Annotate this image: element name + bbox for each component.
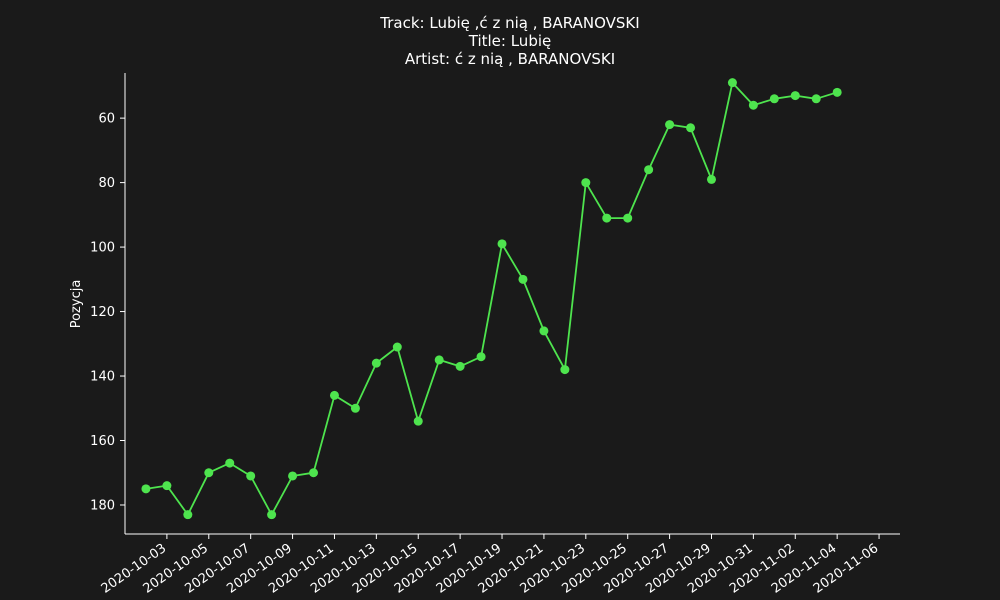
- data-point: [623, 213, 633, 223]
- data-point: [602, 213, 612, 223]
- y-tick-label: 180: [90, 498, 115, 513]
- data-point: [560, 365, 570, 375]
- title-line-title: Title: Lubię: [468, 32, 552, 50]
- data-point: [769, 94, 779, 104]
- y-tick-label: 160: [90, 434, 115, 449]
- data-point: [288, 471, 298, 481]
- data-point: [350, 403, 360, 413]
- data-point: [811, 94, 821, 104]
- data-point: [497, 239, 507, 249]
- series-line: [145, 81, 838, 516]
- data-point: [246, 471, 256, 481]
- data-point: [748, 100, 758, 110]
- data-point: [686, 123, 696, 133]
- y-tick-label: 100: [90, 241, 115, 256]
- data-point: [455, 361, 465, 371]
- data-point: [581, 178, 591, 188]
- data-point: [727, 78, 737, 88]
- data-point: [329, 390, 339, 400]
- y-tick-label: 140: [90, 370, 115, 385]
- data-point: [392, 342, 402, 352]
- data-point: [518, 274, 528, 284]
- title-line-artist: Artist: ć z nią , BARANOVSKI: [405, 50, 615, 68]
- data-point: [413, 416, 423, 426]
- data-point: [309, 468, 319, 478]
- data-point: [371, 358, 381, 368]
- data-point: [476, 352, 486, 362]
- data-point: [644, 165, 654, 175]
- series-group: [141, 78, 842, 520]
- x-ticks: 2020-10-032020-10-052020-10-072020-10-09…: [99, 534, 881, 597]
- data-point: [267, 510, 277, 520]
- data-point: [790, 91, 800, 101]
- axes: [124, 73, 900, 535]
- y-tick-label: 60: [98, 112, 115, 127]
- data-point: [539, 326, 549, 336]
- title-line-track: Track: Lubię ,ć z nią , BARANOVSKI: [379, 14, 639, 32]
- data-point: [204, 468, 214, 478]
- chart-title: Track: Lubię ,ć z nią , BARANOVSKI Title…: [379, 14, 639, 68]
- data-point: [706, 174, 716, 184]
- data-point: [162, 481, 172, 491]
- y-ticks: 60 80 100 120 140 160 180: [90, 112, 125, 513]
- y-tick-label: 80: [98, 176, 115, 191]
- data-point: [225, 458, 235, 468]
- data-point: [665, 120, 675, 130]
- data-point: [832, 87, 842, 97]
- y-axis-label: Pozycja: [69, 280, 84, 329]
- data-point: [183, 510, 193, 520]
- data-point: [141, 484, 151, 494]
- data-point: [434, 355, 444, 365]
- y-tick-label: 120: [90, 305, 115, 320]
